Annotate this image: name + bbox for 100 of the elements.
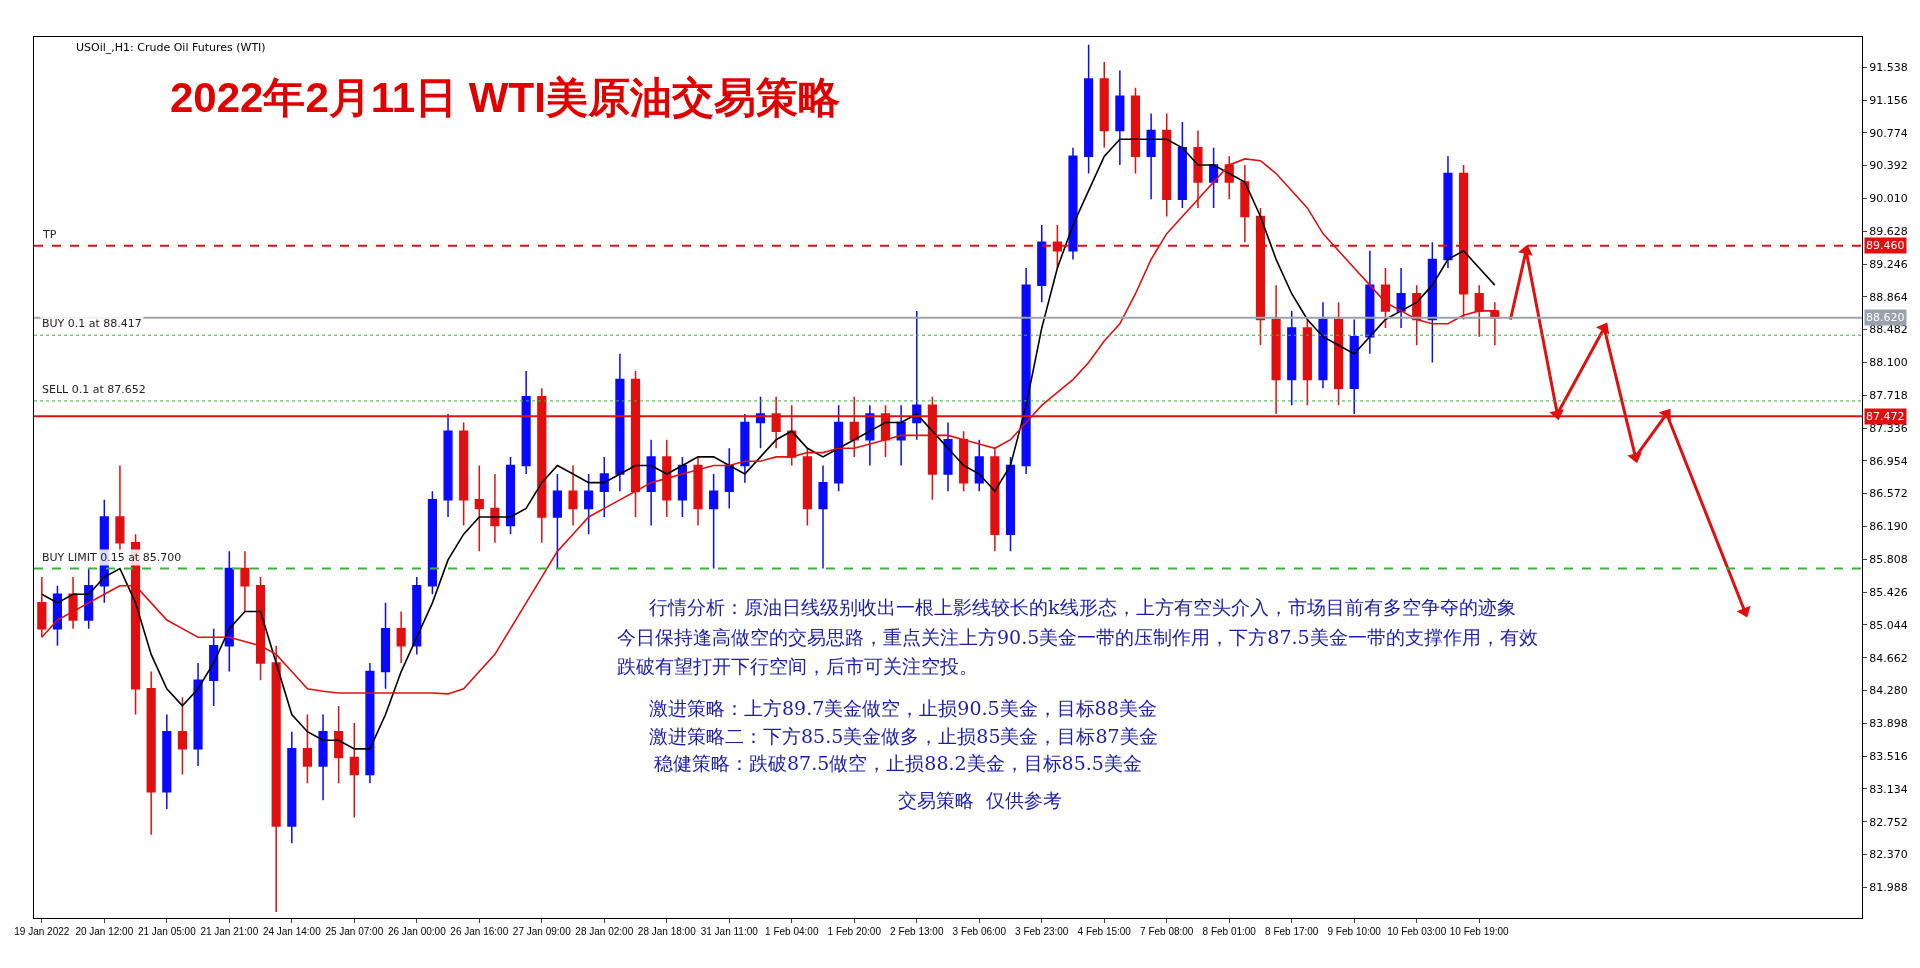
candlestick — [1380, 267, 1391, 329]
point — [1596, 322, 1610, 335]
y-tick-label: 90.774 — [1869, 126, 1908, 140]
x-tick-label: 28 Jan 02:00 — [575, 926, 634, 937]
candlestick — [802, 447, 812, 527]
candlestick — [521, 370, 531, 475]
y-tick-label: 83.898 — [1869, 717, 1908, 731]
candlestick — [1334, 301, 1344, 407]
y-tick-label: 90.010 — [1869, 192, 1908, 206]
y-tick-label: 90.392 — [1869, 159, 1908, 173]
candlestick — [662, 438, 672, 518]
y-tick-label: 83.516 — [1869, 749, 1908, 763]
x-tick-label: 10 Feb 19:00 — [1449, 926, 1510, 937]
annotation: 交易策略 仅供参考 — [898, 789, 1063, 811]
y-tick-label: 91.156 — [1869, 93, 1908, 107]
x-tick-label: 24 Jan 14:00 — [262, 926, 322, 937]
candlestick — [396, 610, 406, 664]
candlestick — [146, 670, 156, 836]
candlestick — [1021, 267, 1031, 475]
x-tick-label: 8 Feb 01:00 — [1202, 926, 1257, 937]
x-tick-label: 31 Jan 11:00 — [700, 926, 759, 937]
y-tick-label: 87.718 — [1869, 389, 1908, 403]
y-tick-label: 86.954 — [1869, 454, 1908, 468]
candlestick — [1396, 267, 1406, 329]
candlestick — [209, 627, 219, 707]
annotation: 激进策略：上方89.7美金做空，止损90.5美金，目标88美金 — [649, 697, 1157, 719]
candlestick — [1099, 61, 1109, 149]
x-tick-label: 1 Feb 04:00 — [765, 926, 819, 937]
candlestick — [584, 473, 594, 535]
x-tick-label: 2 Feb 13:00 — [890, 926, 944, 937]
x-tick-label: 27 Jan 09:00 — [512, 926, 572, 937]
y-tick-label: 85.044 — [1869, 618, 1908, 632]
candlestick — [412, 576, 422, 656]
candlestick — [1068, 147, 1078, 261]
candlestick — [990, 447, 1000, 553]
y-tick-label: 89.246 — [1869, 257, 1908, 271]
y-tick-label: 89.628 — [1869, 225, 1908, 239]
y-tick-label: 84.280 — [1869, 684, 1908, 698]
candlestick — [1130, 86, 1141, 175]
annotation: SELL 0.1 at 87.652 — [42, 383, 146, 396]
x-tick-label: 25 Jan 07:00 — [325, 926, 384, 937]
candlestick — [1005, 456, 1016, 553]
candlestick — [68, 576, 78, 630]
y-tick-label: 82.370 — [1869, 848, 1908, 862]
candlestick — [334, 705, 344, 784]
candlestick — [193, 662, 203, 767]
candlestick — [1302, 318, 1312, 407]
x-tick-label: 9 Feb 10:00 — [1327, 926, 1382, 937]
candlestick — [380, 602, 391, 690]
candlestick — [349, 722, 359, 819]
candlestick — [740, 413, 750, 484]
candlestick — [474, 464, 484, 553]
candlestick — [1349, 318, 1359, 415]
y-tick-label: 85.808 — [1869, 553, 1908, 567]
ref-line-label: 89.460 — [1866, 239, 1905, 252]
x-tick-label: 21 Jan 05:00 — [137, 926, 197, 937]
annotation: 激进策略二：下方85.5美金做多，止损85美金，目标87美金 — [649, 725, 1158, 747]
x-tick-label: 26 Jan 16:00 — [450, 926, 509, 937]
x-tick-label: 10 Feb 03:00 — [1387, 926, 1447, 937]
annotation: 稳健策略：跌破87.5做空，止损88.2美金，目标85.5美金 — [654, 752, 1142, 774]
candlestick — [912, 310, 922, 441]
y-tick-label: 86.572 — [1869, 487, 1908, 501]
annotation: BUY 0.1 at 88.417 — [42, 317, 142, 330]
candlestick — [505, 456, 516, 535]
candlestick — [599, 456, 609, 518]
candlestick — [318, 713, 328, 802]
x-tick-label: 7 Feb 08:00 — [1140, 926, 1194, 937]
chart-subtitle: USOil_,H1: Crude Oil Futures (WTI) — [76, 41, 266, 54]
candlestick — [1084, 43, 1094, 175]
annotation: 今日保持逢高做空的交易思路，重点关注上方90.5美金一带的压制作用，下方87.5美金一带的支撑作用，有效 — [617, 626, 1538, 648]
x-tick-label: 20 Jan 12:00 — [75, 926, 134, 937]
candlestick — [1443, 155, 1453, 269]
x-tick-label: 8 Feb 17:00 — [1265, 926, 1319, 937]
candlestick — [365, 662, 375, 784]
candlestick — [115, 464, 125, 553]
x-tick-label: 3 Feb 06:00 — [952, 926, 1007, 937]
candlestick — [1037, 224, 1047, 304]
y-tick-label: 88.100 — [1869, 356, 1908, 370]
x-tick-label: 26 Jan 00:00 — [387, 926, 447, 937]
y-tick-label: 86.190 — [1869, 520, 1908, 534]
candlestick — [818, 464, 828, 570]
text: 2022年2月11日 WTI美原油交易策略 — [170, 73, 840, 121]
candlestick — [1177, 121, 1187, 209]
x-tick-label: 21 Jan 21:00 — [200, 926, 259, 937]
y-tick-label: 83.134 — [1869, 782, 1908, 796]
candlestick — [709, 473, 719, 570]
candlestick — [1115, 69, 1125, 166]
y-tick-label: 91.538 — [1869, 61, 1908, 75]
candlestick — [1162, 112, 1172, 218]
annotation: BUY LIMIT 0.15 at 85.700 — [42, 551, 182, 564]
y-tick-label: 88.482 — [1869, 323, 1908, 337]
x-tick-label: 4 Feb 15:00 — [1077, 926, 1132, 937]
candlestick — [443, 413, 453, 518]
candlestick — [490, 473, 500, 544]
candlestick — [224, 550, 234, 673]
candlestick — [1287, 310, 1297, 407]
point — [1627, 451, 1642, 464]
candlestick — [1146, 112, 1156, 201]
candlestick — [302, 713, 312, 784]
candlestick — [1474, 284, 1484, 338]
